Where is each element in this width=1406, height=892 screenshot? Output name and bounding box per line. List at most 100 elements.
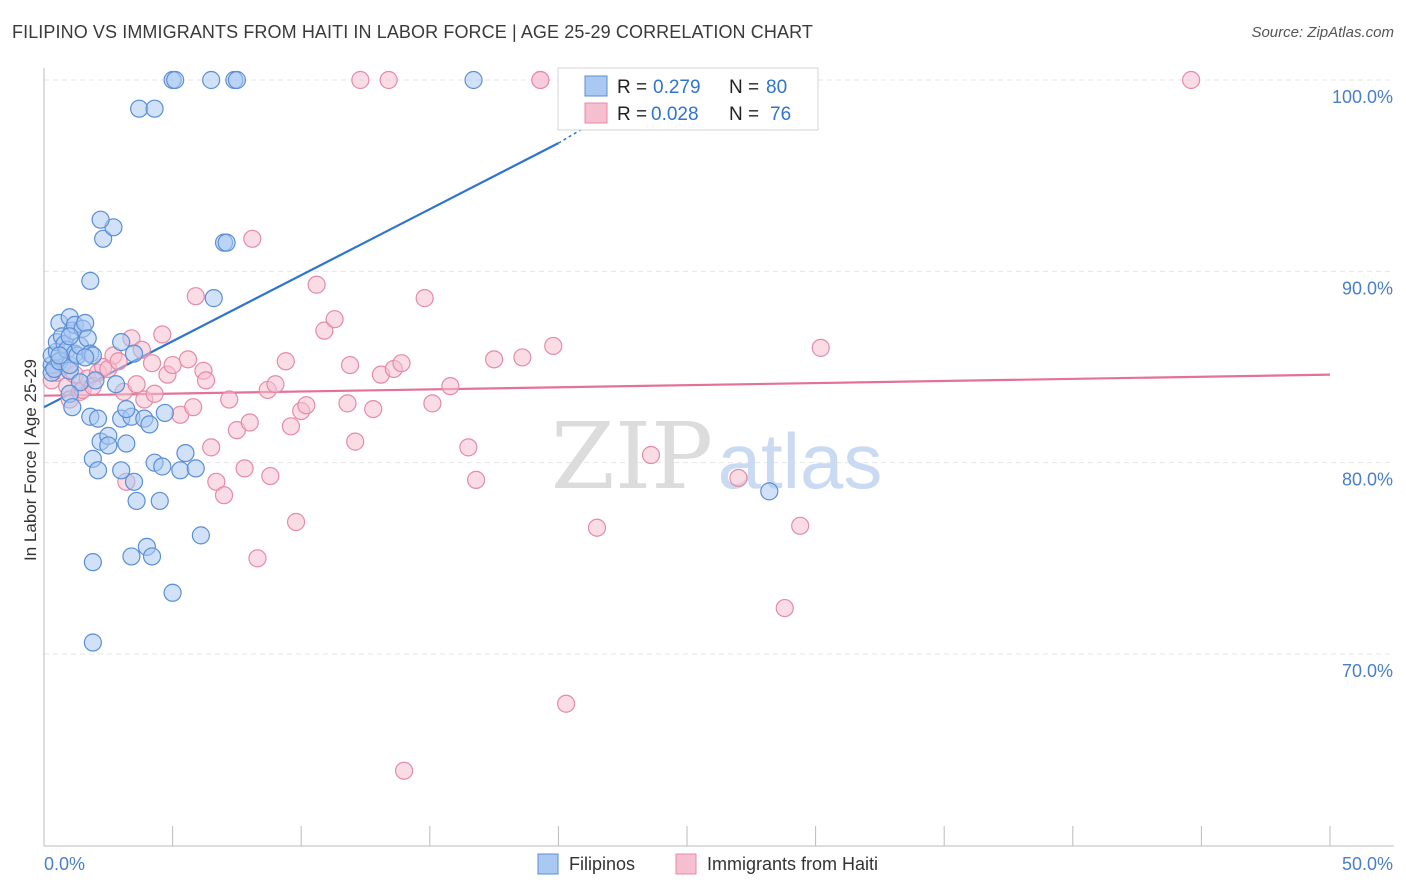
haiti-point-28 xyxy=(184,398,203,417)
haiti-point-18 xyxy=(127,375,146,394)
legend-haiti-swatch xyxy=(675,853,697,875)
trend-line-filipinos xyxy=(43,142,559,409)
watermark: ZIP atlas xyxy=(551,403,882,510)
filipino-point-56 xyxy=(150,491,169,511)
haiti-point-21 xyxy=(142,354,162,373)
filipino-point-40 xyxy=(106,375,126,394)
haiti-point-31 xyxy=(196,371,216,390)
filipino-point-77 xyxy=(76,348,95,367)
haiti-point-27 xyxy=(178,350,198,369)
series-filipinos-points xyxy=(42,70,779,652)
haiti-point-52 xyxy=(338,394,357,413)
filipino-point-58 xyxy=(155,403,174,423)
filipino-point-43 xyxy=(117,434,136,453)
haiti-point-40 xyxy=(248,549,267,568)
y-tick-label-70: 70.0% xyxy=(1342,661,1393,681)
legend-filipinos-label: Filipinos xyxy=(569,854,635,874)
haiti-point-59 xyxy=(394,761,414,780)
filipino-point-33 xyxy=(88,461,108,480)
legend-r-value-1: 0.279 xyxy=(653,77,701,98)
filipino-point-31 xyxy=(99,436,118,455)
haiti-point-34 xyxy=(214,486,234,505)
haiti-point-32 xyxy=(202,438,221,457)
filipino-point-75 xyxy=(60,327,79,346)
haiti-point-54 xyxy=(346,432,365,451)
filipino-point-34 xyxy=(94,229,113,248)
filipino-point-46 xyxy=(124,344,144,363)
haiti-point-77 xyxy=(379,70,398,90)
haiti-point-45 xyxy=(281,417,301,436)
filipino-point-49 xyxy=(127,491,146,511)
haiti-point-37 xyxy=(235,459,254,478)
haiti-point-72 xyxy=(729,468,748,488)
haiti-point-73 xyxy=(775,598,794,618)
legend-filipinos-swatch xyxy=(537,853,559,875)
haiti-point-23 xyxy=(153,325,172,344)
series-legend: Filipinos Immigrants from Haiti xyxy=(537,853,878,875)
filipino-point-65 xyxy=(191,526,210,545)
haiti-point-79 xyxy=(1182,70,1201,90)
filipino-point-69 xyxy=(217,233,236,252)
haiti-point-55 xyxy=(364,399,383,419)
filipino-point-53 xyxy=(140,415,159,434)
x-tick-label-min: 0.0% xyxy=(44,854,85,874)
haiti-point-75 xyxy=(811,338,830,357)
filipino-point-36 xyxy=(91,210,110,229)
filipino-point-28 xyxy=(88,409,108,428)
haiti-point-44 xyxy=(276,352,295,371)
haiti-point-46 xyxy=(286,512,306,532)
haiti-point-70 xyxy=(587,518,607,537)
haiti-point-22 xyxy=(145,384,164,403)
haiti-point-53 xyxy=(340,355,360,375)
y-tick-label-80: 80.0% xyxy=(1342,470,1393,490)
filipino-point-67 xyxy=(204,289,223,308)
legend-n-value-1: 80 xyxy=(766,77,787,98)
legend-n-value-2: 76 xyxy=(770,104,791,125)
y-tick-label-90: 90.0% xyxy=(1342,278,1393,298)
filipino-point-47 xyxy=(122,547,141,566)
filipino-point-62 xyxy=(171,461,190,480)
filipino-point-61 xyxy=(166,70,185,90)
filipino-point-63 xyxy=(176,444,195,463)
legend-swatch-blue xyxy=(584,75,608,97)
haiti-point-42 xyxy=(261,466,280,486)
filipino-point-20 xyxy=(76,313,95,333)
haiti-point-68 xyxy=(544,336,563,356)
filipino-point-73 xyxy=(760,482,779,501)
legend-swatch-pink xyxy=(584,102,608,124)
filipino-point-72 xyxy=(464,70,483,90)
filipino-point-21 xyxy=(78,329,97,348)
gridlines xyxy=(44,79,1394,655)
haiti-point-71 xyxy=(641,445,661,465)
legend-n-label-1: N = xyxy=(729,77,759,98)
haiti-point-49 xyxy=(307,275,326,294)
filipino-point-60 xyxy=(163,583,182,602)
filipino-point-38 xyxy=(83,553,102,572)
haiti-point-69 xyxy=(557,694,576,713)
filipino-point-57 xyxy=(153,457,172,476)
haiti-point-61 xyxy=(423,394,442,413)
haiti-point-25 xyxy=(163,355,182,375)
axes xyxy=(43,68,1394,847)
haiti-point-78 xyxy=(531,70,550,90)
haiti-point-58 xyxy=(392,354,411,373)
filipino-point-74 xyxy=(145,99,164,118)
stats-legend: R = 0.279 N = 80 R = 0.028 N = 76 xyxy=(557,67,819,131)
haiti-point-50 xyxy=(315,321,334,340)
haiti-point-51 xyxy=(325,310,344,329)
filipino-point-37 xyxy=(81,271,100,290)
haiti-point-63 xyxy=(459,438,478,457)
legend-r-label-2: R = xyxy=(617,104,647,125)
chart-title: FILIPINO VS IMMIGRANTS FROM HAITI IN LAB… xyxy=(12,22,813,42)
legend-n-label-2: N = xyxy=(729,104,759,125)
filipino-point-48 xyxy=(124,472,144,491)
legend-r-value-2: 0.028 xyxy=(651,104,699,125)
haiti-point-66 xyxy=(513,348,532,367)
source-label: Source: ZipAtlas.com xyxy=(1251,24,1394,41)
legend-r-label-1: R = xyxy=(617,77,647,98)
haiti-point-29 xyxy=(186,287,205,306)
haiti-point-74 xyxy=(791,516,810,535)
haiti-point-43 xyxy=(266,375,285,394)
y-tick-label-100: 100.0% xyxy=(1332,87,1393,107)
